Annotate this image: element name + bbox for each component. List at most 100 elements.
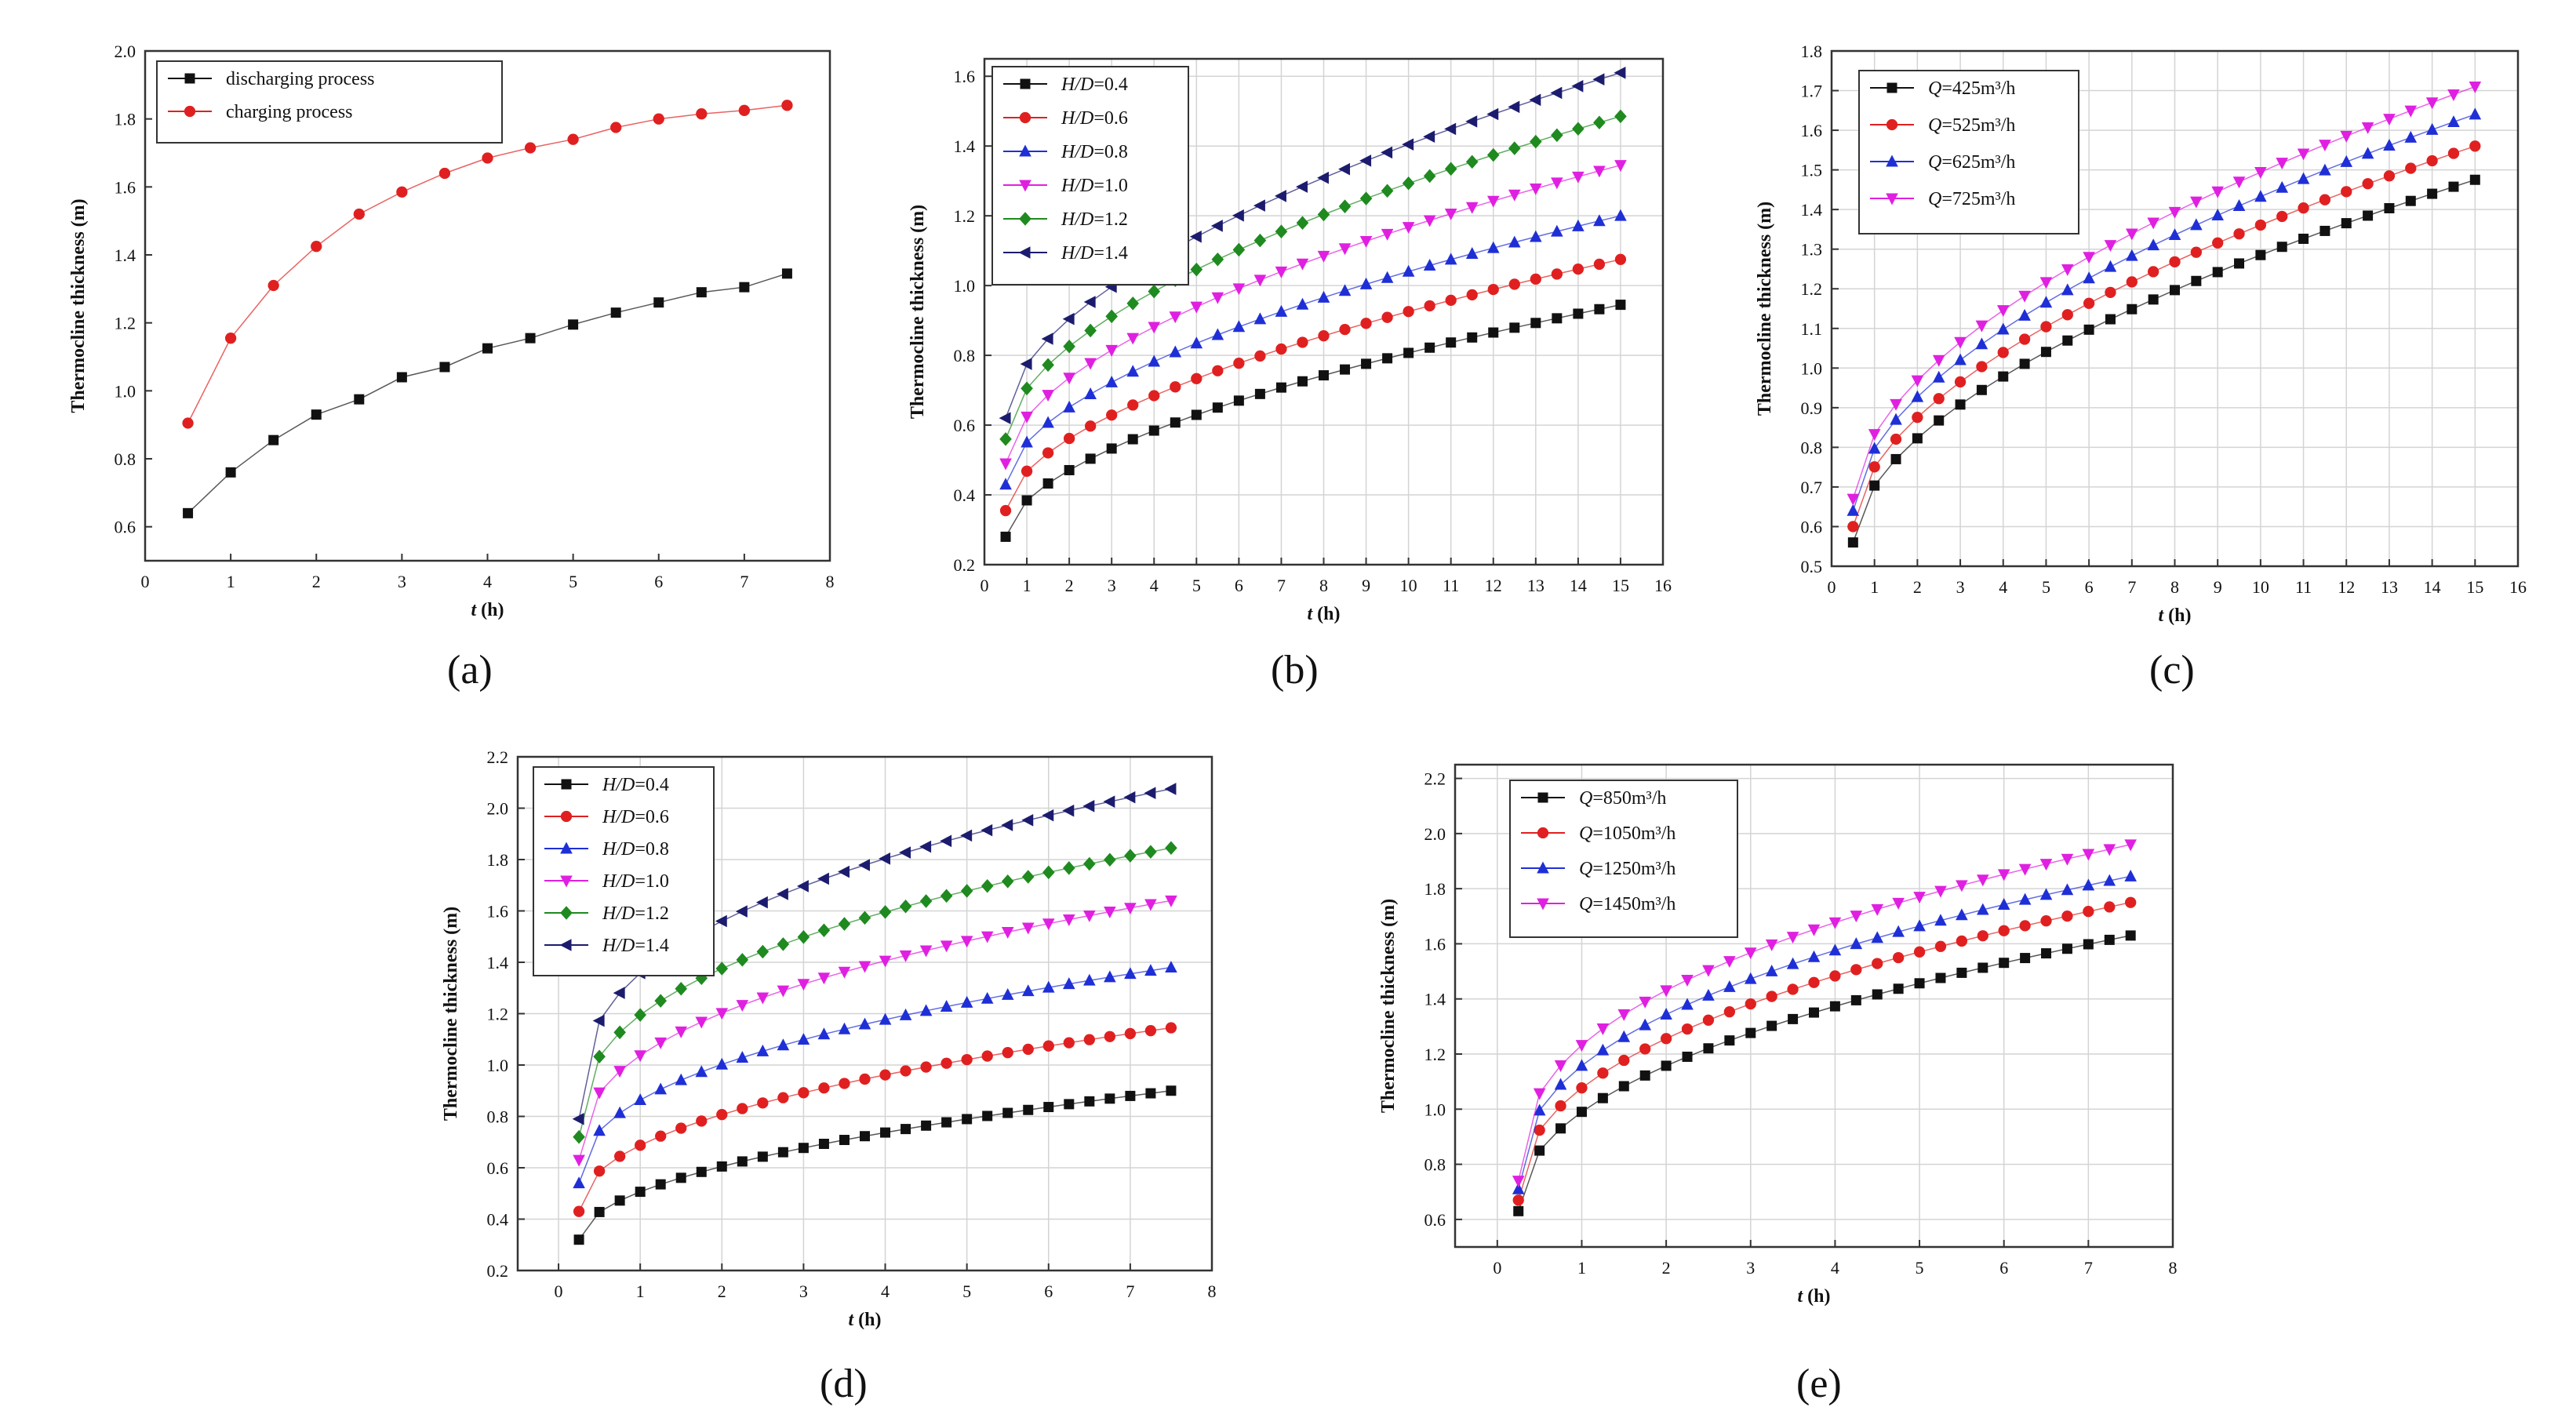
data-point [1723, 956, 1736, 969]
x-tick-label: 5 [1192, 576, 1201, 595]
data-point [1512, 1182, 1525, 1194]
series-5 [573, 841, 1177, 1144]
data-point [879, 1069, 891, 1081]
data-point [2061, 283, 2074, 296]
data-point [2276, 158, 2289, 170]
data-point [1512, 1194, 1524, 1206]
data-point [1042, 447, 1054, 459]
data-point [1083, 856, 1096, 871]
legend-marker [1886, 118, 1898, 131]
data-point [1660, 985, 1672, 998]
data-point [1444, 209, 1457, 220]
data-point [1890, 433, 1902, 445]
data-point [1576, 1082, 1588, 1094]
data-point [919, 1004, 933, 1016]
data-point [1890, 453, 1901, 464]
data-point [1976, 874, 1989, 887]
data-point [1933, 393, 1945, 405]
data-point [1618, 1081, 1629, 1092]
data-point [1766, 1020, 1777, 1031]
x-tick-label: 8 [1319, 576, 1328, 595]
x-tick-label: 3 [398, 572, 406, 591]
data-point [1275, 382, 1286, 393]
data-point [2061, 309, 2073, 321]
data-point [1084, 387, 1097, 399]
data-point [1274, 190, 1286, 202]
data-point [2083, 324, 2094, 335]
data-point [1508, 189, 1521, 202]
data-point [1998, 371, 2009, 382]
data-point [1042, 980, 1055, 993]
data-point [1164, 783, 1177, 795]
data-point [1001, 987, 1014, 1000]
data-point [1021, 465, 1033, 477]
legend-label-var: Q [1579, 788, 1592, 809]
data-point [2061, 910, 2073, 922]
legend-label: H/D=1.2 [1061, 209, 1128, 230]
y-tick-label: 0.6 [1801, 517, 1823, 536]
data-point [1596, 1023, 1610, 1035]
legend-label-var: H/D [1061, 209, 1093, 230]
legend-label: H/D=1.0 [1061, 176, 1128, 196]
data-point [1996, 305, 2010, 318]
series-line [187, 104, 788, 424]
x-tick-label: 12 [2338, 577, 2355, 597]
data-point [2425, 122, 2439, 135]
series-2 [1512, 896, 2137, 1206]
legend-label-rest: =0.4 [1093, 75, 1128, 95]
data-point [1530, 183, 1542, 195]
data-point [1486, 241, 1500, 253]
legend-label: H/D=0.4 [1061, 75, 1128, 95]
data-point [2124, 869, 2137, 882]
data-point [1681, 1023, 1694, 1035]
data-point [2020, 953, 2031, 964]
data-point [1488, 327, 1499, 338]
series-3 [1512, 869, 2137, 1194]
data-point [838, 966, 851, 979]
y-tick-label: 0.8 [1424, 1155, 1446, 1175]
plot-frame [1454, 763, 2174, 1249]
x-tick-label: 8 [2170, 577, 2179, 597]
data-point [614, 1195, 625, 1206]
data-point [839, 1078, 850, 1089]
x-tick-label: 14 [2424, 577, 2441, 597]
data-point [1319, 370, 1329, 381]
data-point [1359, 235, 1373, 248]
legend-label-rest: =1.0 [635, 871, 669, 892]
data-point [739, 282, 750, 293]
data-point [2383, 139, 2396, 151]
data-point [2254, 190, 2267, 202]
data-point [675, 1122, 687, 1134]
data-point [716, 1109, 728, 1121]
data-point [798, 1087, 810, 1099]
data-point [633, 967, 646, 980]
data-point [1617, 1030, 1631, 1042]
series-4 [1846, 81, 2482, 506]
data-point [1297, 336, 1308, 348]
y-tick-label: 0.7 [1801, 478, 1823, 497]
data-point [2039, 859, 2053, 871]
data-point [1997, 869, 2010, 882]
x-axis-label: t (h) [471, 600, 504, 620]
data-point [1021, 870, 1035, 884]
data-point [2082, 878, 2095, 891]
legend-label-rest: =425m³/h [1941, 78, 2015, 99]
data-point [482, 343, 493, 354]
data-point [999, 504, 1012, 517]
data-point [1084, 358, 1097, 370]
data-point [1062, 914, 1075, 926]
data-point [696, 287, 707, 298]
legend-label-var: H/D [1061, 176, 1093, 196]
data-point [1935, 972, 1946, 983]
legend-box [1858, 70, 2079, 234]
data-point [919, 840, 932, 853]
data-point [1847, 537, 1858, 548]
plot-frame [1830, 49, 2520, 568]
y-axis-label: Thermocline thickness (m) [441, 907, 461, 1121]
data-point [858, 911, 871, 925]
data-point [1339, 323, 1351, 336]
x-tick-label: 0 [555, 1281, 563, 1301]
data-point [1105, 375, 1118, 387]
y-tick-label: 1.2 [954, 206, 976, 226]
